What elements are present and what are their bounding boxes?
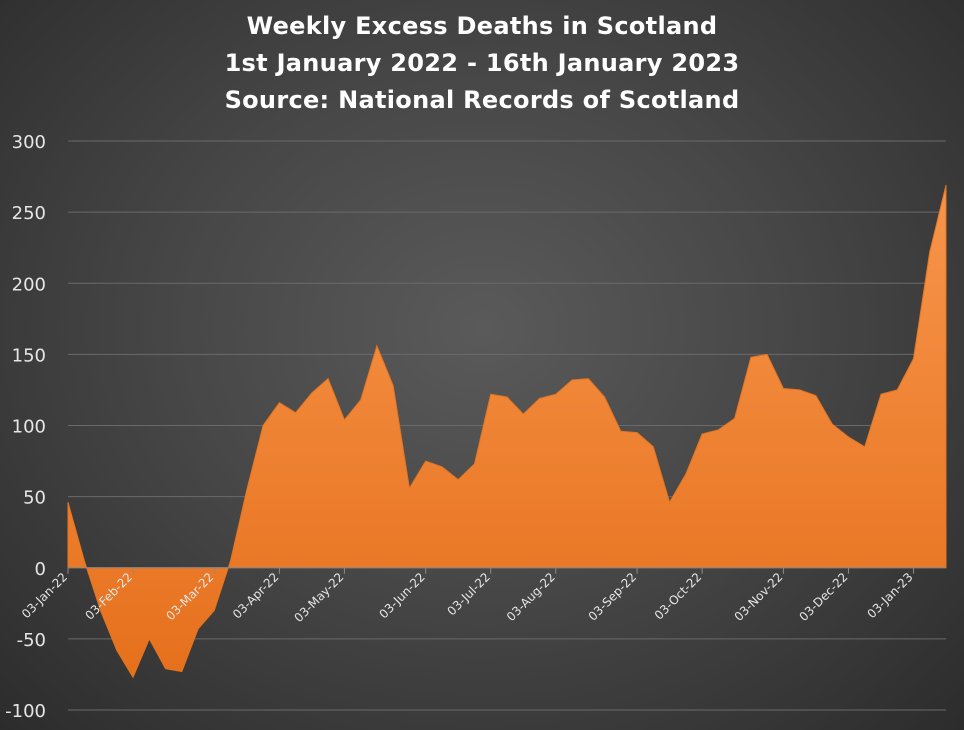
- x-tick-label: 03-Dec-22: [797, 570, 851, 624]
- x-tick-label: 03-Jul-22: [445, 570, 493, 618]
- y-tick-label: 250: [12, 203, 46, 224]
- y-axis: 300 250 200 150 100 50 0 -50 -100: [5, 132, 46, 722]
- x-tick-label: 03-Nov-22: [732, 570, 786, 624]
- y-tick-label: -100: [5, 701, 46, 722]
- chart-title-line-3: Source: National Records of Scotland: [224, 86, 740, 114]
- y-tick-label: -50: [17, 630, 46, 651]
- x-tick-label: 03-Jun-22: [376, 570, 427, 621]
- x-tick-label: 03-Aug-22: [504, 570, 558, 624]
- x-tick-label: 03-Oct-22: [652, 570, 705, 623]
- chart-title-line-2: 1st January 2022 - 16th January 2023: [224, 49, 740, 77]
- y-tick-label: 100: [12, 417, 46, 438]
- y-tick-label: 0: [35, 559, 46, 580]
- x-tick-label: 03-Sep-22: [586, 570, 640, 624]
- excess-deaths-area: [67, 184, 947, 679]
- x-tick-label: 03-Jan-23: [864, 570, 915, 621]
- chart-title-line-1: Weekly Excess Deaths in Scotland: [246, 12, 718, 40]
- x-tick-label: 03-May-22: [292, 570, 347, 625]
- y-tick-label: 50: [23, 488, 46, 509]
- x-tick-label: 03-Apr-22: [230, 570, 282, 622]
- chart-title: Weekly Excess Deaths in Scotland 1st Jan…: [0, 8, 964, 119]
- y-tick-label: 300: [12, 132, 46, 153]
- y-tick-label: 200: [12, 274, 46, 295]
- y-tick-label: 150: [12, 345, 46, 366]
